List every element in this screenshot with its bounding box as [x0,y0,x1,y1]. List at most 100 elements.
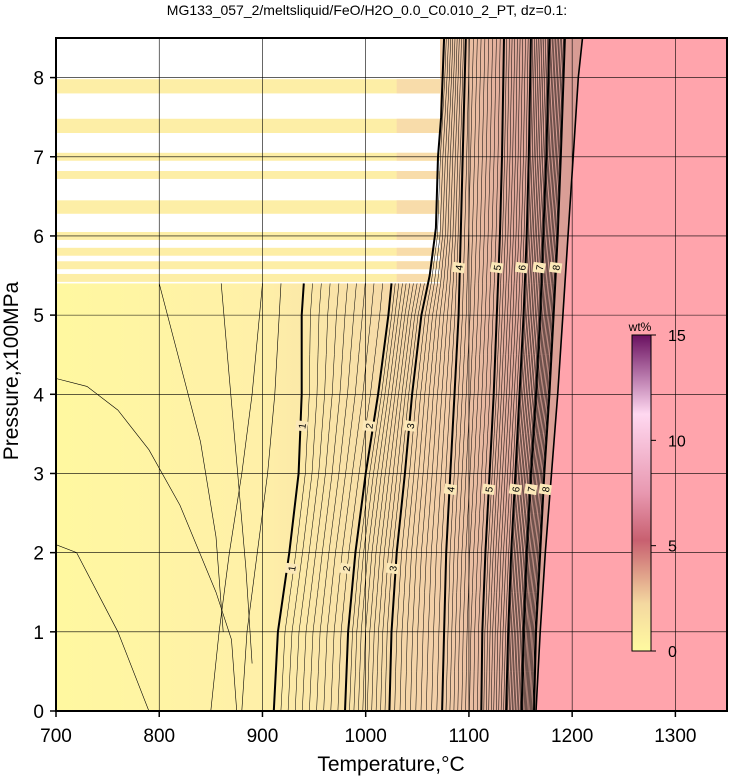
colorbar-tick-label: 5 [668,539,677,556]
minor-contour [158,283,224,632]
contour-label-text: 6 [517,264,529,271]
minor-contour [366,283,411,711]
minor-contour [473,38,497,711]
contour-label-bg [532,261,546,274]
minor-contour [498,38,524,711]
minor-contour [241,283,282,711]
x-tick-label: 1100 [448,726,489,747]
y-tick-label: 1 [33,623,44,644]
contour-label-text: 4 [454,264,466,271]
minor-contour [445,38,470,711]
contour-label-bg [339,562,353,575]
data-strip-edge [396,118,441,134]
minor-contour [495,38,521,711]
major-contour-3 [388,38,446,711]
contour-label: 7 [532,261,546,274]
contour-label-bg [362,420,376,432]
major-contour-5 [480,38,505,711]
contour-label-bg [403,420,417,432]
colorbar-gradient [631,334,652,652]
data-strip-edge [396,171,441,179]
colorbar-tick-label: 0 [668,644,677,661]
contour-label: 7 [524,483,538,496]
contour-label: 3 [403,420,417,432]
minor-contour [525,38,555,711]
minor-contour [510,38,537,711]
contour-label: 8 [538,483,553,496]
contour-label: 5 [490,261,504,274]
contour-label-bg [451,261,466,274]
minor-contour [384,283,425,711]
contour-label-bg [385,562,400,575]
minor-contour [465,38,489,711]
minor-contour [399,38,449,711]
y-tick-label: 5 [33,306,44,327]
major-contour-4 [441,38,467,711]
y-tick-label: 4 [33,385,44,406]
minor-contour [353,283,400,711]
y-tick-label: 6 [33,227,44,248]
contour-label: 1 [295,420,309,432]
minor-contour [513,38,541,711]
contour-label-bg [508,483,523,496]
minor-contour [362,283,407,711]
minor-contour [500,38,526,711]
minor-contour [523,38,553,711]
data-strip [56,261,441,270]
x-tick-label: 1300 [654,726,696,747]
minor-contour [380,283,421,711]
contour-label-bg [514,261,529,274]
minor-contour [309,283,348,711]
x-tick-label: 1200 [551,726,593,747]
minor-contour [56,544,150,711]
minor-contour [375,283,418,711]
contour-label: 3 [385,562,400,575]
contour-label: 5 [481,483,496,496]
minor-contour [426,38,460,711]
data-strip [56,247,441,256]
minor-contour [410,38,454,711]
y-axis-title: Pressure,x100MPa [0,281,23,460]
x-tick-label: 700 [40,726,72,747]
contour-label-text: 2 [342,565,354,572]
minor-contour [512,38,539,711]
contour-label-text: 1 [297,422,309,429]
data-strip-edge [396,273,441,282]
chart-title: MG133_057_2/meltsliquid/FeO/H2O_0.0_C0.0… [167,2,567,18]
minor-contour [503,38,529,711]
minor-contour [486,38,510,711]
colorbar: wt% 0 5 10 15 [628,320,686,661]
minor-contour [394,38,447,711]
minor-contour [56,378,237,711]
data-strip-edge [396,261,441,270]
liquidus-line [535,38,584,711]
minor-contour [488,38,513,711]
contour-label-bg [284,562,299,575]
data-strip [56,118,441,134]
minor-contour [526,38,556,711]
contour-label: 2 [339,562,354,575]
minor-contour [529,38,561,711]
minor-contour [490,38,516,711]
contour-label-bg [490,261,504,274]
colorbar-tick-label: 10 [668,433,686,450]
minor-contour [404,38,451,711]
minor-contour [294,283,331,711]
data-strip [56,171,441,179]
colorbar-tick-label: 15 [668,328,686,345]
contour-label-bg [295,420,309,432]
x-tick-label: 900 [247,726,279,747]
minor-contour [493,38,518,711]
data-strip [56,200,441,214]
contour-label-text: 8 [551,264,563,271]
minor-contour [449,38,474,711]
minor-contour [220,283,253,664]
minor-contour [371,283,414,711]
minor-contour [330,283,375,711]
contour-label-bg [443,483,457,496]
contour-label: 6 [514,261,529,274]
minor-contour [507,38,533,711]
minor-contour [349,283,396,711]
data-strip [56,79,441,94]
